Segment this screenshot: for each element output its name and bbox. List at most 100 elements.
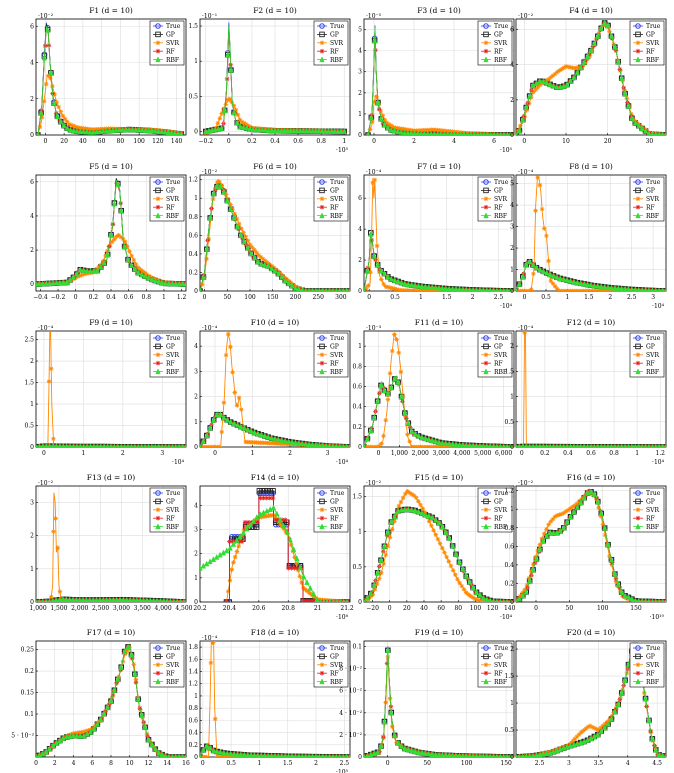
data-point-rbf xyxy=(149,276,155,282)
data-point-gp xyxy=(212,126,218,133)
data-point-true xyxy=(537,266,543,273)
data-point-rbf xyxy=(419,509,425,516)
y-tick-label: 0.1 xyxy=(24,711,34,718)
data-point-true xyxy=(275,436,282,443)
data-point-true xyxy=(111,687,118,694)
data-point-rbf xyxy=(63,279,70,286)
series-line-gp xyxy=(37,24,182,135)
data-point-svr xyxy=(323,597,329,602)
data-point-true xyxy=(36,599,43,602)
y-multiplier: ·10⁻¹ xyxy=(202,13,217,20)
data-point-true xyxy=(60,279,67,286)
data-point-rf xyxy=(563,521,569,527)
data-point-rf xyxy=(463,132,468,135)
series-line-true xyxy=(516,21,666,135)
data-point-rbf xyxy=(460,565,466,572)
data-point-svr xyxy=(609,444,614,447)
data-point-rf xyxy=(632,598,638,602)
data-point-true xyxy=(388,127,395,133)
data-point-gp xyxy=(605,284,611,291)
data-point-gp xyxy=(162,280,169,287)
data-point-rbf xyxy=(157,443,161,447)
data-point-svr xyxy=(411,493,417,498)
data-point-gp xyxy=(262,433,268,439)
data-point-rf xyxy=(450,286,455,291)
data-point-svr xyxy=(453,288,458,291)
data-point-svr xyxy=(366,596,371,601)
data-point-svr xyxy=(179,281,184,287)
y-multiplier: ·10⁻⁴ xyxy=(202,325,218,332)
series-line-rbf xyxy=(205,26,345,132)
data-point-true xyxy=(612,571,618,577)
data-point-svr xyxy=(431,127,436,133)
data-point-rf xyxy=(276,517,282,523)
data-point-rbf xyxy=(469,131,473,135)
data-point-gp xyxy=(402,410,408,416)
data-point-rbf xyxy=(480,594,487,601)
data-point-svr xyxy=(439,288,445,291)
data-point-rf xyxy=(586,444,592,447)
data-point-svr xyxy=(494,599,499,602)
data-point-rbf xyxy=(622,285,628,291)
data-point-true xyxy=(149,444,155,447)
data-point-rbf xyxy=(642,127,649,134)
data-point-true xyxy=(43,598,49,602)
legend-marker xyxy=(319,515,325,521)
data-point-gp xyxy=(618,589,625,595)
x-tick-label: 4 xyxy=(452,138,456,145)
data-point-true xyxy=(601,284,608,290)
legend-marker xyxy=(319,212,325,219)
data-point-rbf xyxy=(296,285,302,291)
data-point-gp xyxy=(166,280,172,287)
series-line-rf xyxy=(226,497,348,602)
series-line-rbf xyxy=(364,233,514,291)
data-point-true xyxy=(128,262,135,269)
legend-label: SVR xyxy=(494,352,507,359)
data-point-true xyxy=(601,525,608,531)
data-point-gp xyxy=(264,488,271,494)
data-point-gp xyxy=(533,443,540,447)
legend-label: RBF xyxy=(330,524,343,531)
data-point-rbf xyxy=(97,596,103,602)
data-point-svr xyxy=(600,22,606,28)
data-point-gp xyxy=(364,444,367,447)
data-point-rf xyxy=(79,129,85,134)
data-point-true xyxy=(90,129,97,135)
data-point-rf xyxy=(446,441,451,446)
data-point-svr xyxy=(581,288,586,291)
data-point-svr xyxy=(631,288,636,291)
data-point-gp xyxy=(138,271,145,278)
legend-marker xyxy=(483,498,489,505)
x-tick-label: 20 xyxy=(604,138,612,145)
data-point-rf xyxy=(214,127,219,132)
data-point-gp xyxy=(87,443,94,447)
data-point-gp xyxy=(164,598,170,602)
data-point-gp xyxy=(128,262,135,269)
data-point-true xyxy=(267,490,274,497)
data-point-rbf xyxy=(98,263,104,270)
data-point-rbf xyxy=(509,443,513,447)
data-point-true xyxy=(46,443,53,447)
data-point-rbf xyxy=(388,518,394,525)
data-point-gp xyxy=(226,599,232,602)
data-point-rf xyxy=(636,123,642,129)
data-point-gp xyxy=(125,444,131,447)
data-point-gp xyxy=(313,442,319,447)
data-point-svr xyxy=(347,288,350,291)
data-point-svr xyxy=(72,444,78,447)
data-point-true xyxy=(504,443,510,447)
data-point-gp xyxy=(251,254,258,261)
data-point-svr xyxy=(70,123,76,129)
data-point-gp xyxy=(326,443,333,447)
data-point-true xyxy=(520,592,526,599)
data-point-svr xyxy=(279,127,285,133)
data-point-svr xyxy=(295,567,301,573)
data-point-svr xyxy=(55,280,61,286)
data-point-rbf xyxy=(591,282,598,289)
data-point-rf xyxy=(465,287,471,291)
data-point-rf xyxy=(183,444,186,447)
x-tick-label: 100 xyxy=(244,294,256,301)
data-point-rf xyxy=(586,282,592,288)
data-point-gp xyxy=(204,432,210,439)
data-point-gp xyxy=(408,507,415,513)
